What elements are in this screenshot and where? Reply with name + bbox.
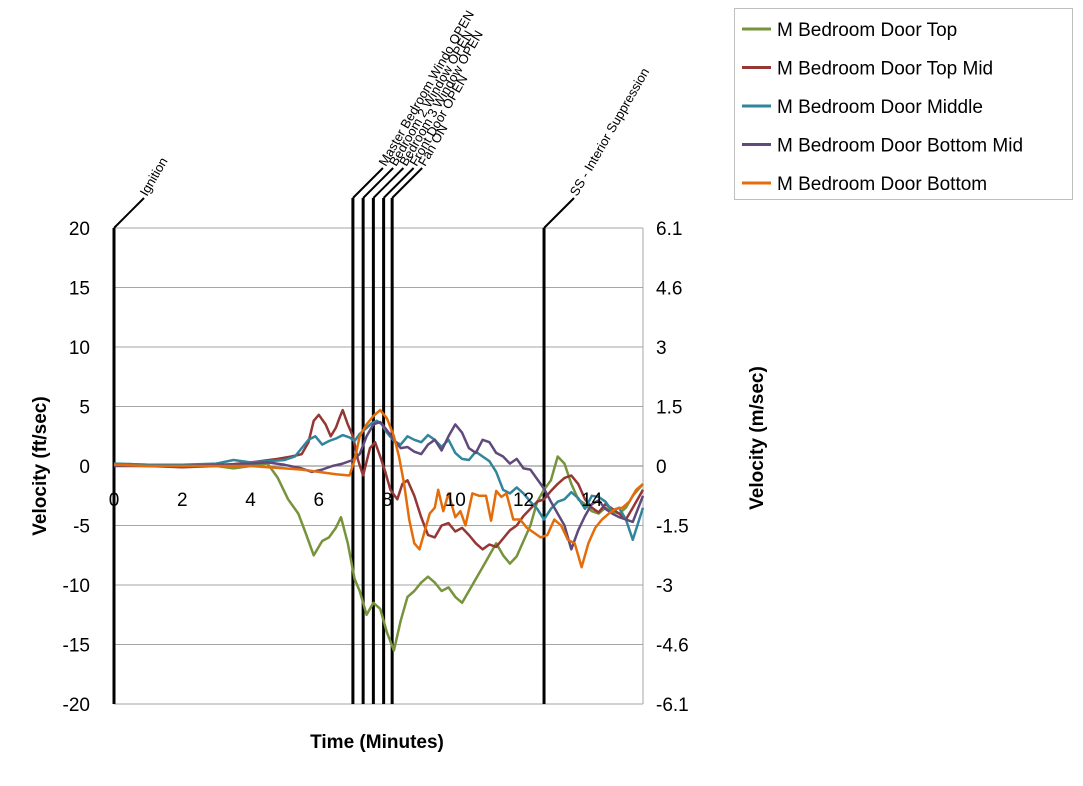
legend-label: M Bedroom Door Top Mid bbox=[777, 59, 993, 80]
x-tick-label: 8 bbox=[382, 490, 393, 511]
y2-tick-label: -4.6 bbox=[656, 636, 689, 657]
event-label: Ignition bbox=[137, 155, 171, 199]
y2-tick-label: 4.6 bbox=[656, 279, 682, 300]
y-tick-label: -20 bbox=[63, 695, 90, 716]
event-leader bbox=[113, 197, 145, 229]
event-leader bbox=[352, 167, 384, 199]
y-tick-label: 10 bbox=[69, 338, 90, 359]
legend-label: M Bedroom Door Bottom bbox=[777, 174, 987, 195]
y-tick-label: 5 bbox=[79, 398, 90, 419]
legend-label: M Bedroom Door Top bbox=[777, 20, 957, 41]
event-label: SS - Interior Suppression bbox=[567, 65, 653, 198]
x-tick-label: 10 bbox=[445, 490, 466, 511]
x-axis-title: Time (Minutes) bbox=[310, 732, 444, 753]
series-line bbox=[113, 455, 644, 652]
x-tick-label: 6 bbox=[313, 490, 324, 511]
legend-label: M Bedroom Door Bottom Mid bbox=[777, 136, 1023, 157]
y2-tick-label: 0 bbox=[656, 457, 667, 478]
y2-tick-label: -3 bbox=[656, 576, 673, 597]
x-tick-label: 14 bbox=[581, 490, 603, 511]
event-leader bbox=[382, 167, 415, 199]
event-leader bbox=[543, 197, 575, 229]
y2-tick-label: 6.1 bbox=[656, 219, 682, 240]
legend: M Bedroom Door Top M Bedroom Door Top Mid… bbox=[734, 8, 1073, 200]
y-tick-label: -10 bbox=[63, 576, 90, 597]
y2-tick-label: -6.1 bbox=[656, 695, 689, 716]
y-axis-title: Velocity (ft/sec) bbox=[30, 396, 51, 535]
axis-ticks: 0 2 4 6 8 10 12 14 20 15 10 5 0 -5 -10 -15 -20 6.1 4.6 3 1.5… bbox=[63, 219, 689, 716]
y-tick-label: 20 bbox=[69, 219, 90, 240]
x-tick-label: 0 bbox=[109, 490, 120, 511]
x-tick-label: 2 bbox=[177, 490, 188, 511]
series-line bbox=[114, 420, 645, 551]
x-tick-label: 12 bbox=[513, 490, 534, 511]
y-tick-label: -15 bbox=[63, 636, 90, 657]
y2-tick-label: -1.5 bbox=[656, 517, 689, 538]
x-tick-label: 4 bbox=[245, 490, 256, 511]
y2-tick-label: 3 bbox=[656, 338, 667, 359]
y-tick-label: 0 bbox=[79, 457, 90, 478]
y2-axis-title: Velocity (m/sec) bbox=[747, 366, 768, 510]
y-tick-label: -5 bbox=[73, 517, 90, 538]
event-leader bbox=[362, 167, 394, 199]
y2-tick-label: 1.5 bbox=[656, 398, 682, 419]
event-leader bbox=[391, 167, 423, 199]
series-line bbox=[113, 408, 645, 551]
legend-label: M Bedroom Door Middle bbox=[777, 97, 983, 118]
y-tick-label: 15 bbox=[69, 279, 90, 300]
legend-box bbox=[734, 8, 1073, 200]
series-lines bbox=[113, 408, 645, 652]
event-leader bbox=[372, 167, 405, 199]
series-line bbox=[113, 408, 644, 569]
